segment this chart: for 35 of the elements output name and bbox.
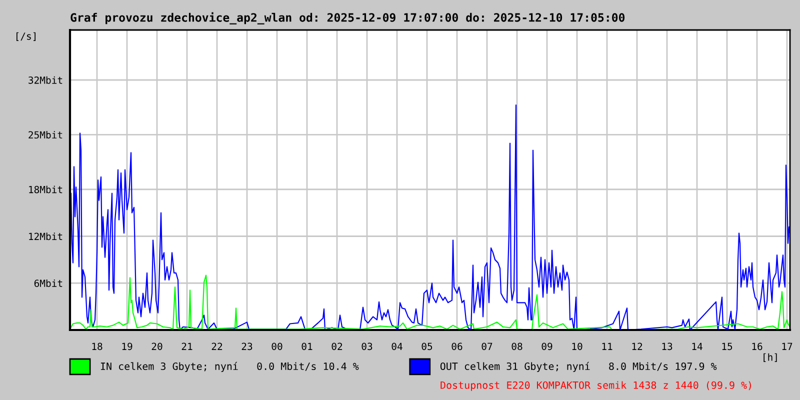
x-tick-label: 03 xyxy=(362,342,372,350)
x-tick-label: 22 xyxy=(212,342,222,350)
y-tick-label: 18Mbit xyxy=(29,186,62,194)
x-tick-label: 11 xyxy=(602,342,612,350)
text: Dostupnost E220 KOMPAKTOR semik 1438 z 1440 (99.9 %) xyxy=(440,381,751,391)
x-tick-label: 07 xyxy=(482,342,492,350)
y-tick-label: 32Mbit xyxy=(28,76,62,84)
x-tick-label: 17 xyxy=(782,342,792,350)
x-tick-label: 05 xyxy=(422,342,432,350)
x-tick-label: 00 xyxy=(272,342,282,350)
chart-title: Graf provozu zdechovice_ap2_wlan od: 2025-12-09 17:07:00 do: 2025-12-10 17:05:00 xyxy=(70,12,625,24)
legend-label: OUT celkem 31 Gbyte; nyní 8.0 Mbit/s 197.9 % xyxy=(440,362,717,372)
y-axis-title: [/s] xyxy=(16,32,36,41)
x-tick-label: 02 xyxy=(332,342,342,350)
legend-label: IN celkem 3 Gbyte; nyní 0.0 Mbit/s 10.4 % xyxy=(100,362,359,372)
x-tick-label: 10 xyxy=(572,342,582,350)
x-tick-label: 21 xyxy=(182,342,192,350)
x-tick-label: 08 xyxy=(512,342,522,350)
x-tick-label: 14 xyxy=(692,342,702,350)
x-tick-label: 18 xyxy=(92,342,102,350)
x-tick-label: 06 xyxy=(452,342,462,350)
y-tick-label: 6Mbit xyxy=(34,279,62,287)
y-tick-label: 25Mbit xyxy=(28,131,62,139)
x-tick-label: 13 xyxy=(662,342,672,350)
x-tick-label: 04 xyxy=(392,342,402,350)
x-tick-label: 15 xyxy=(722,342,732,350)
x-tick-label: 09 xyxy=(542,342,552,350)
x-tick-label: 01 xyxy=(302,342,312,350)
x-tick-label: 12 xyxy=(632,342,642,350)
x-tick-label: 23 xyxy=(242,342,252,350)
y-tick-label: 12Mbit xyxy=(29,232,62,240)
x-axis-title: [h] xyxy=(764,353,777,362)
x-tick-label: 16 xyxy=(752,342,762,350)
x-tick-label: 20 xyxy=(152,342,162,350)
x-tick-label: 19 xyxy=(122,342,132,350)
